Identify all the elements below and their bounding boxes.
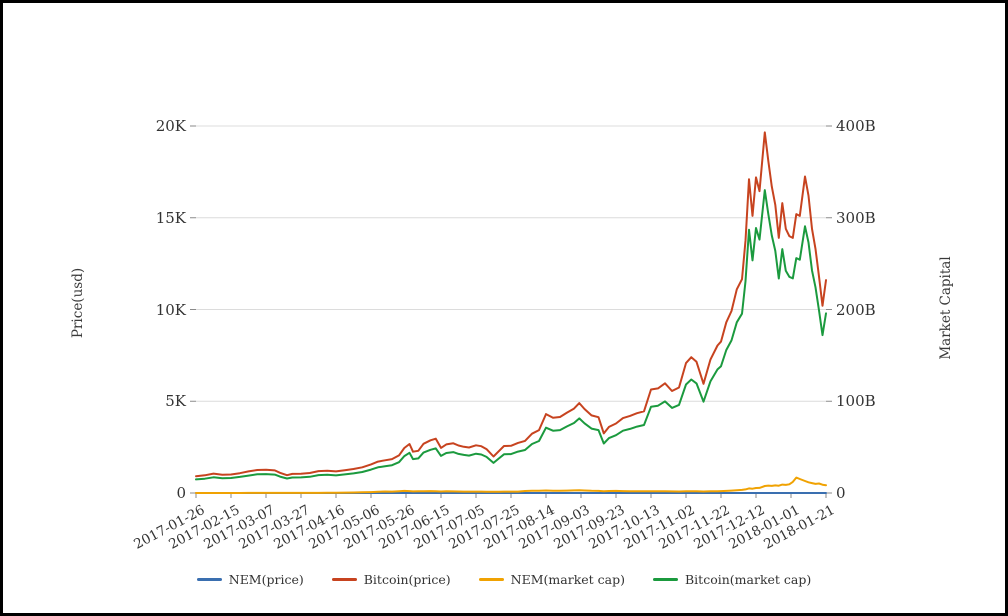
chart-legend: NEM(price) Bitcoin(price) NEM(market cap) B… — [0, 572, 1008, 587]
right-axis-tick-label: 400B — [836, 117, 876, 135]
legend-label: NEM(price) — [228, 572, 304, 587]
legend-swatch-nem-market-cap — [478, 578, 504, 581]
left-axis-tick-label: 20K — [155, 117, 186, 135]
right-axis-title: Market Capital — [938, 256, 954, 360]
legend-item-nem-market-cap: NEM(market cap) — [478, 572, 625, 587]
legend-label: NEM(market cap) — [510, 572, 625, 587]
legend-item-nem-price: NEM(price) — [196, 572, 304, 587]
legend-label: Bitcoin(market cap) — [685, 572, 812, 587]
legend-swatch-bitcoin-market-cap — [653, 578, 678, 581]
legend-swatch-bitcoin-price — [331, 578, 357, 581]
left-axis-tick-label: 5K — [165, 392, 186, 411]
series-line-nem-market-cap — [195, 476, 827, 494]
right-axis-tick-label: 200B — [836, 300, 876, 319]
legend-swatch-nem-price — [196, 578, 222, 581]
right-axis-tick-label: 300B — [836, 208, 876, 227]
left-axis-tick-label: 0 — [176, 484, 186, 502]
legend-item-bitcoin-market-cap: Bitcoin(market cap) — [653, 572, 811, 587]
right-axis-tick-label: 0 — [836, 484, 846, 502]
series-line-bitcoin-price — [195, 131, 827, 478]
left-axis-tick-label: 15K — [155, 208, 186, 227]
right-axis-tick-label: 100B — [836, 392, 876, 411]
series-line-bitcoin-market-cap — [195, 189, 827, 481]
left-axis-tick-label: 10K — [155, 300, 186, 319]
legend-label: Bitcoin(price) — [363, 572, 451, 587]
legend-item-bitcoin-price: Bitcoin(price) — [331, 572, 451, 587]
